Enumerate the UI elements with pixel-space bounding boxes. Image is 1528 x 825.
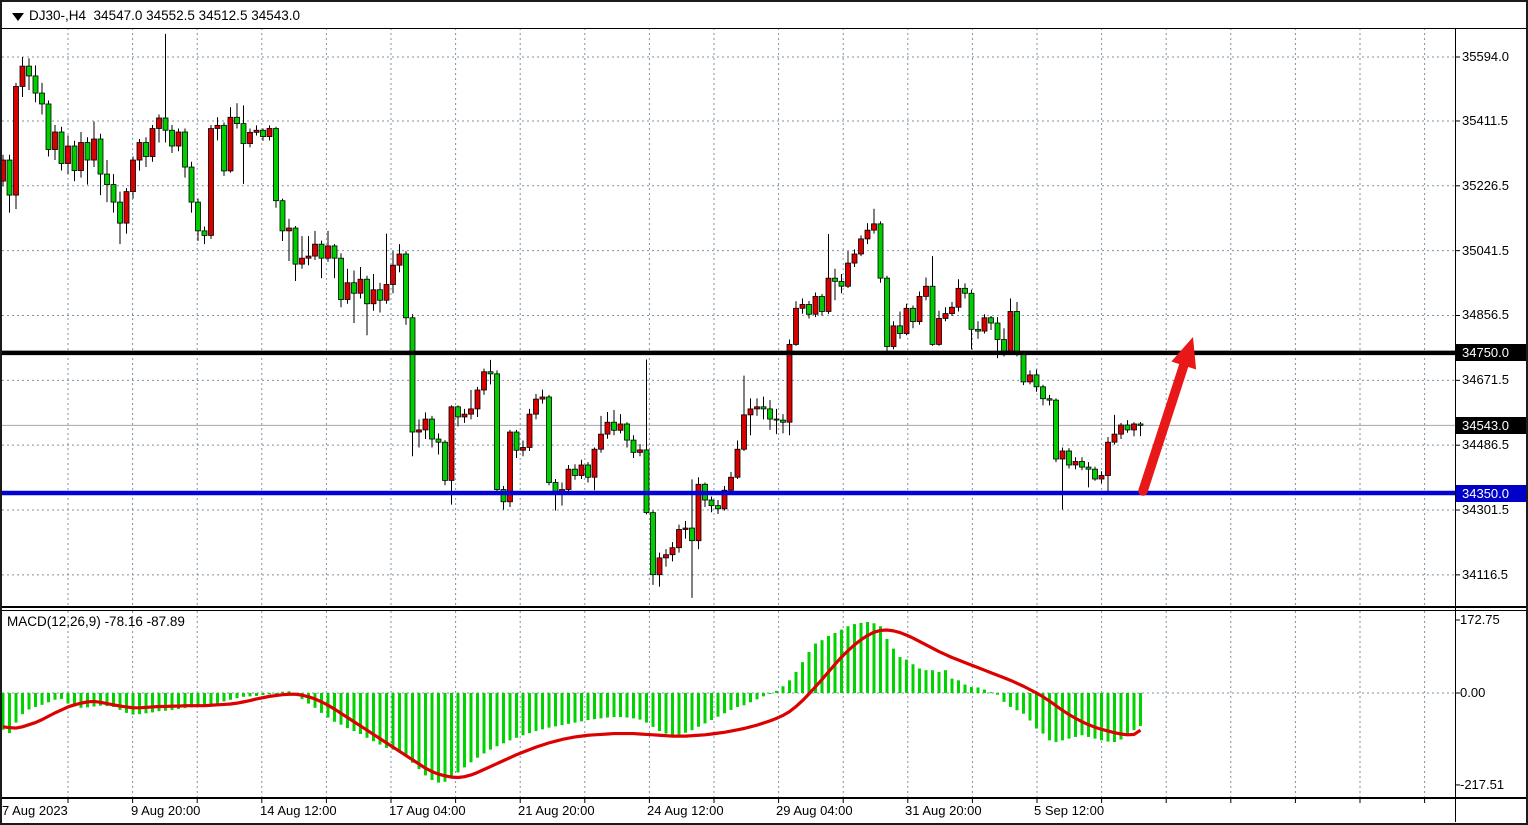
time-axis-separator xyxy=(0,797,1528,799)
macd-indicator xyxy=(1,622,1142,783)
titlebar-separator xyxy=(0,27,1528,29)
symbol-dropdown-icon xyxy=(12,13,24,21)
time-tick-label: 24 Aug 12:00 xyxy=(647,803,724,818)
chart-title-bar: DJ30-,H4 34547.0 34552.5 34512.5 34543.0 xyxy=(2,2,1526,28)
price-tick-label: 35411.5 xyxy=(1462,112,1509,128)
price-tick-label: 34856.5 xyxy=(1462,307,1509,323)
price-tick-label: 35594.0 xyxy=(1462,49,1509,64)
indicator-name: MACD(12,26,9) xyxy=(7,614,101,629)
macd-signal-line xyxy=(2,628,1142,780)
grid-lines xyxy=(2,28,1455,797)
time-tick-label: 7 Aug 2023 xyxy=(2,803,68,818)
time-tick-label: 29 Aug 04:00 xyxy=(776,803,853,818)
price-tick-label: 35041.5 xyxy=(1462,242,1509,258)
indicator-values: -78.16 -87.89 xyxy=(104,614,185,629)
support-price-badge: 34350.0 xyxy=(1456,484,1526,502)
ohlc-values: 34547.0 34552.5 34512.5 34543.0 xyxy=(93,8,300,23)
candlestick-series xyxy=(0,33,1144,598)
panel-separator-bottom xyxy=(0,610,1528,611)
symbol-timeframe-label: DJ30-,H4 xyxy=(29,8,87,23)
trend-arrow-shaft[interactable] xyxy=(1138,355,1191,496)
price-axis-separator xyxy=(1455,28,1456,822)
price-tick-label: 34486.5 xyxy=(1462,437,1509,453)
resistance-price-badge: 34750.0 xyxy=(1456,344,1526,362)
time-tick-label: 9 Aug 20:00 xyxy=(131,803,201,818)
trend-arrow-head[interactable] xyxy=(1171,337,1197,370)
time-tick-label: 31 Aug 20:00 xyxy=(905,803,982,818)
time-tick-label: 21 Aug 20:00 xyxy=(518,803,595,818)
price-tick-label: 34116.5 xyxy=(1462,566,1509,582)
price-tick-label: 34301.5 xyxy=(1462,502,1509,518)
panel-separator-top[interactable] xyxy=(0,606,1528,608)
time-tick-label: 17 Aug 04:00 xyxy=(389,803,466,818)
time-tick-label: 5 Sep 12:00 xyxy=(1034,803,1105,818)
indicator-label: MACD(12,26,9) -78.16 -87.89 xyxy=(7,614,185,629)
price-tick-label: 35226.5 xyxy=(1462,177,1509,193)
price-tick-label: 34671.5 xyxy=(1462,372,1509,388)
indicator-tick-label: 0.00 xyxy=(1460,685,1486,700)
current-price-badge: 34543.0 xyxy=(1456,416,1526,434)
indicator-tick-label: 172.75 xyxy=(1460,611,1500,627)
time-tick-label: 14 Aug 12:00 xyxy=(260,803,337,818)
chart-title: DJ30-,H4 34547.0 34552.5 34512.5 34543.0 xyxy=(29,8,300,23)
indicator-tick-label: -217.51 xyxy=(1460,776,1505,792)
